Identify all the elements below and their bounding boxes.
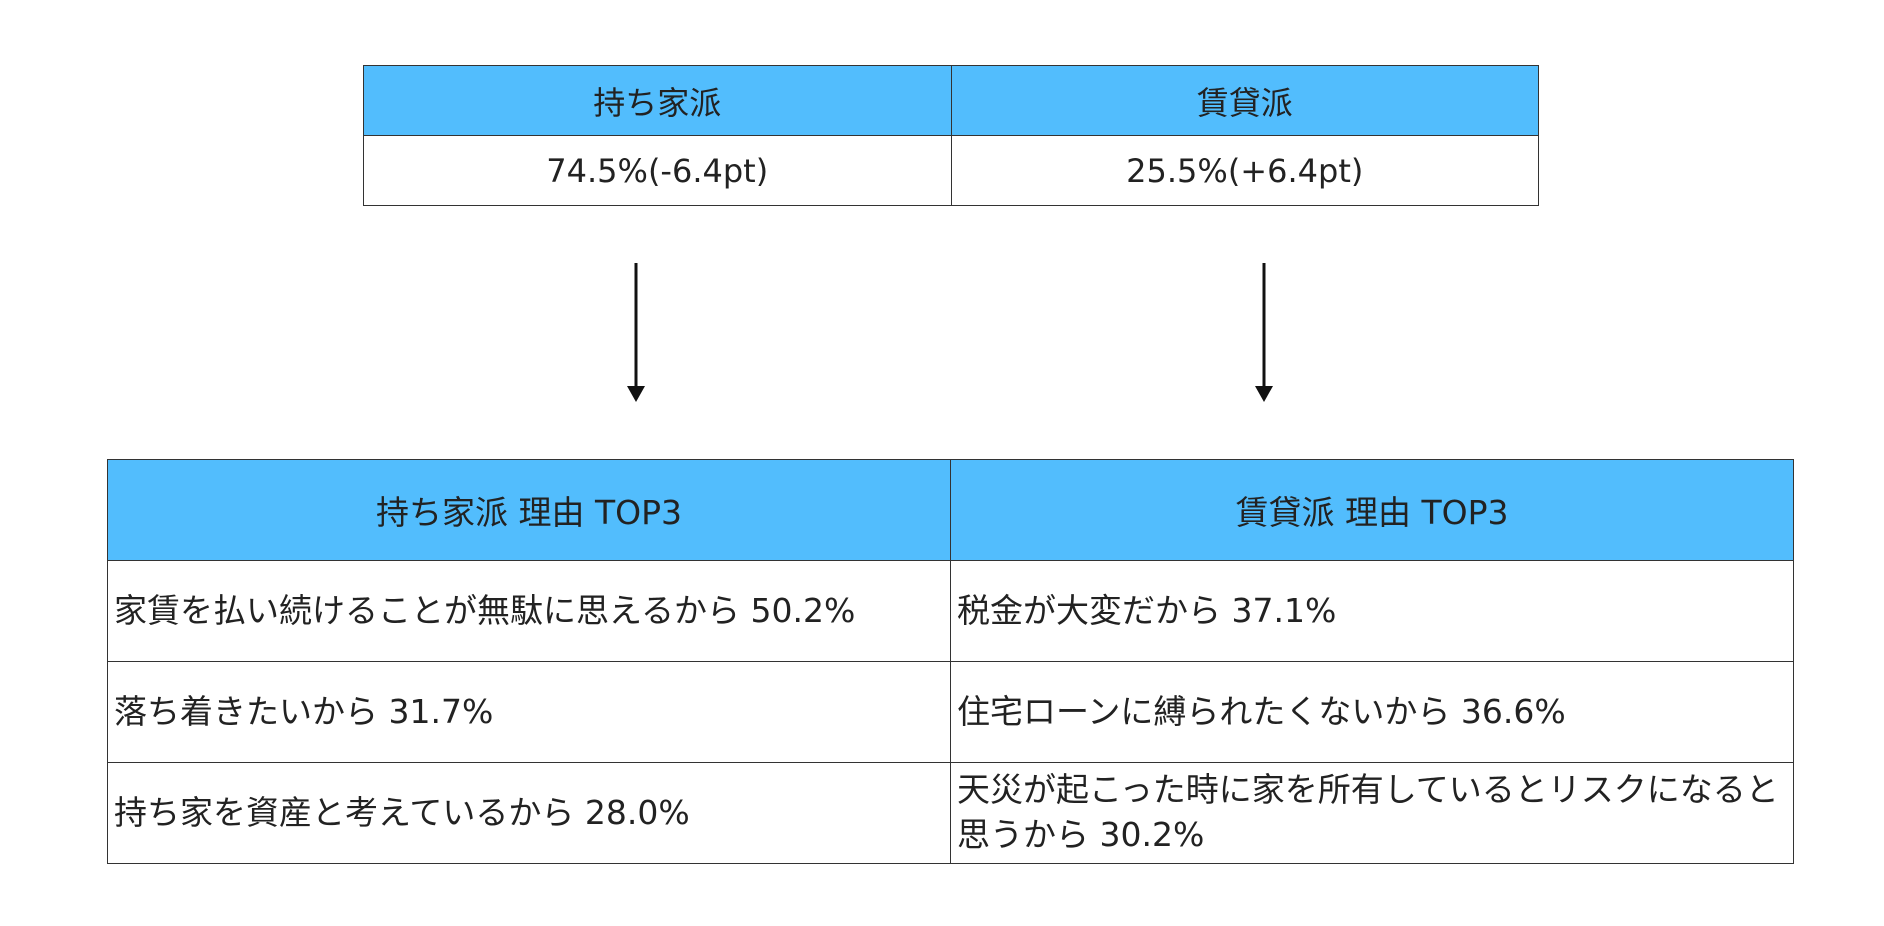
cell: 74.5%(-6.4pt): [363, 135, 952, 206]
cell: 落ち着きたいから 31.7%: [107, 661, 951, 763]
header-cell: 持ち家派 理由 TOP3: [107, 459, 951, 561]
header-cell: 賃貸派: [950, 65, 1539, 136]
row: 家賃を払い続けることが無駄に思えるから 50.2% 税金が大変だから 37.1%: [107, 560, 1794, 662]
header-cell: 持ち家派: [363, 65, 952, 136]
summary-table: 持ち家派 賃貸派 74.5%(-6.4pt) 25.5%(+6.4pt): [363, 65, 1539, 206]
cell: 住宅ローンに縛られたくないから 36.6%: [950, 661, 1794, 763]
cell: 天災が起こった時に家を所有しているとリスクになると思うから 30.2%: [950, 762, 1794, 864]
cell: 25.5%(+6.4pt): [950, 135, 1539, 206]
arrow-head: [627, 386, 645, 402]
header-row: 持ち家派 賃貸派: [363, 65, 1539, 136]
row: 落ち着きたいから 31.7% 住宅ローンに縛られたくないから 36.6%: [107, 661, 1794, 763]
cell: 家賃を払い続けることが無駄に思えるから 50.2%: [107, 560, 951, 662]
arrow-head: [1255, 386, 1273, 402]
header-cell: 賃貸派 理由 TOP3: [950, 459, 1794, 561]
cell: 税金が大変だから 37.1%: [950, 560, 1794, 662]
row: 持ち家を資産と考えているから 28.0% 天災が起こった時に家を所有しているとリ…: [107, 762, 1794, 864]
cell: 持ち家を資産と考えているから 28.0%: [107, 762, 951, 864]
reasons-table: 持ち家派 理由 TOP3 賃貸派 理由 TOP3 家賃を払い続けることが無駄に思…: [107, 459, 1794, 864]
header-row: 持ち家派 理由 TOP3 賃貸派 理由 TOP3: [107, 459, 1794, 561]
row: 74.5%(-6.4pt) 25.5%(+6.4pt): [363, 135, 1539, 206]
